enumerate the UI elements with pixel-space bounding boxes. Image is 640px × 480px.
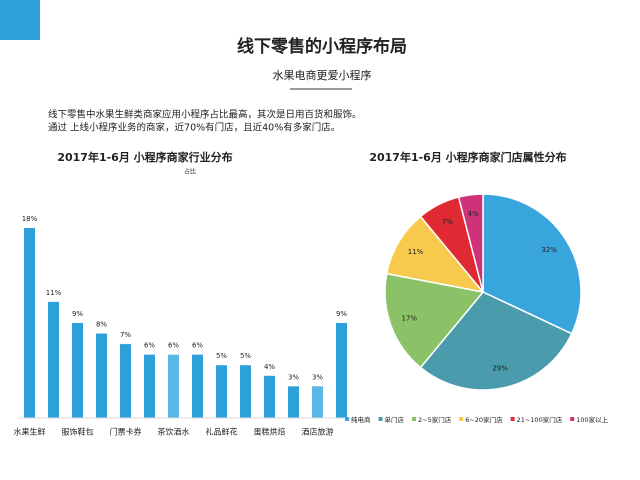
value-label: 9% [72,310,83,318]
bar [120,344,131,418]
value-label: 4% [264,363,275,371]
value-label: 4% [468,210,479,218]
bar [192,354,203,418]
bar [144,354,155,418]
legend-label: 6~20家门店 [465,415,503,424]
value-label: 6% [192,342,203,350]
legend-swatch [459,417,464,421]
chart-subtitle: 占比 [184,168,196,176]
legend-label: 100家以上 [576,415,608,424]
legend-swatch [412,417,416,421]
x-tick-label: 蛋糕烘焙 [254,427,286,437]
value-label: 6% [144,342,155,350]
bar [24,228,35,418]
pie-slice [385,215,485,294]
bar [288,386,299,418]
bar [96,333,107,418]
x-tick-label: 礼品鲜花 [206,427,238,437]
x-tick-label: 酒店旅游 [302,427,334,437]
x-tick-label: 水果生鲜 [14,427,46,437]
value-label: 29% [492,365,508,373]
legend-label: 2~5家门店 [418,415,452,424]
legend-label: 21~100家门店 [517,415,563,424]
value-label: 7% [442,218,453,226]
value-label: 11% [408,248,424,256]
value-label: 3% [288,373,299,381]
value-label: 18% [22,215,38,223]
value-label: 9% [336,310,347,318]
x-tick-label: 茶饮酒水 [158,427,190,437]
pie-slice [419,291,573,391]
legend-swatch [378,417,383,421]
chart-title: 2017年1-6月 小程序商家行业分布 [57,150,232,164]
value-label: 11% [46,289,62,297]
bar [168,354,179,418]
value-label: 32% [541,246,557,254]
legend-swatch [345,417,349,421]
pie-slice [384,272,485,369]
bar [264,375,275,418]
legend-label: 纯电商 [351,415,371,424]
value-label: 7% [120,331,131,339]
pie-slice [457,193,484,293]
body-text: 通过 上线小程序业务的商家，近70%有门店，且近40%有多家门店。 [48,122,340,134]
legend-swatch [510,417,515,421]
bar [336,323,347,418]
x-tick-label: 服饰鞋包 [62,427,94,437]
slide-subtitle: 水果电商更爱小程序 [273,68,372,82]
bar [216,365,227,418]
value-label: 5% [216,352,227,360]
legend-label: 单门店 [385,415,405,424]
bar [240,365,251,418]
bar [48,301,59,418]
pie-slice [482,193,582,335]
value-label: 5% [240,352,251,360]
value-label: 6% [168,342,179,350]
chart-title: 2017年1-6月 小程序商家门店属性分布 [369,150,566,164]
bar [72,323,83,418]
body-text: 线下零售中水果生鲜类商家应用小程序占比最高，其次是日用百货和服饰。 [48,109,362,121]
value-label: 8% [96,321,107,329]
corner-block [0,0,40,40]
legend-swatch [570,417,575,421]
value-label: 3% [312,373,323,381]
slide-title: 线下零售的小程序布局 [237,36,407,57]
value-label: 17% [401,315,417,323]
bar [312,386,323,418]
x-tick-label: 门票卡券 [110,427,142,437]
